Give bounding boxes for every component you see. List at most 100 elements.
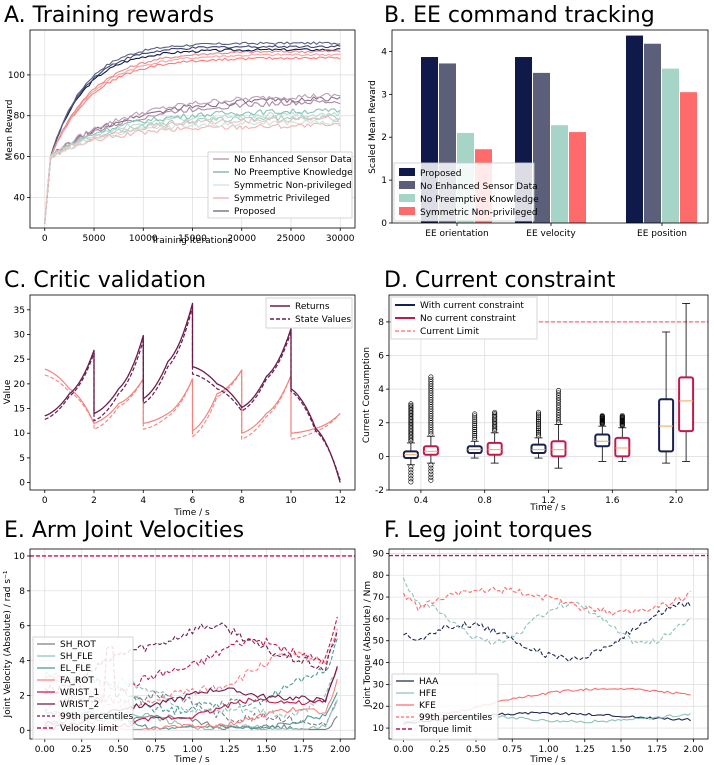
flier-point [535,417,541,423]
flier-point [535,431,541,437]
percentile-line-wrist_1 [44,616,338,704]
flier-point [535,413,541,419]
y-tick-label: 90 [373,549,385,559]
flier-point [472,417,478,423]
x-tick-label: 0.50 [109,745,129,755]
panel-e-arm-velocities: E. Arm Joint Velocities 0.00 0.25 0.50 0.75… [3,518,356,765]
flier-point [535,424,541,430]
panel-d-title: D. Current constraint [384,268,616,293]
legend-swatch-b-no-enhanced [399,181,415,189]
flier-point [428,468,434,474]
flier-point [555,405,561,411]
flier-point [555,395,561,401]
panel-f-ylabel: Joint Torque (Absolute) / Nm [363,581,373,708]
flier-point [428,376,434,382]
flier-point [555,400,561,406]
legend-b-proposed: Proposed [420,169,461,179]
percentile-line-kfe [402,586,691,616]
flier-point [535,420,541,426]
flier-point [472,428,478,434]
category-label: EE position [637,229,687,239]
series-line-symmetric-privileged [44,56,341,222]
y-tick-label: 4 [378,385,384,395]
y-tick-label: 2 [381,133,387,143]
y-tick-label: 3 [381,90,387,100]
flier-point [492,412,498,418]
y-tick-label: 50 [373,637,385,647]
y-tick-label: 15 [14,405,25,415]
legend-b-no-preemptive: No Preemptive Knowledge [420,195,539,205]
flier-point [555,407,561,413]
y-tick-label: 40 [14,193,26,203]
legend-wrist-2: WRIST_2 [60,700,99,710]
box-0-2 [530,443,547,455]
flier-point [555,417,561,423]
x-tick-label: 1.00 [182,745,202,755]
y-tick-label: 20 [14,380,26,390]
flier-point [619,413,625,419]
x-tick-label: 1.75 [293,745,313,755]
legend-fa-rot: FA_ROT [60,676,94,686]
flier-point [472,430,478,436]
x-tick-label: 1.75 [647,745,667,755]
series-line-state-values [44,306,341,481]
x-tick-label: 0 [42,496,48,506]
box-0-4 [658,398,675,453]
panel-d-xlabel: Time / s [529,503,566,513]
panel-d-legend-box [390,296,538,340]
flier-point [472,411,478,417]
legend-hfe: HFE [419,689,437,699]
y-tick-label: 30 [373,680,385,690]
x-tick-label: 1.50 [256,745,276,755]
y-tick-label: 20 [373,702,385,712]
y-tick-label: 0 [378,452,384,462]
flier-point [472,413,478,419]
flier-point [555,412,561,418]
bar-2-3 [680,92,697,223]
x-tick-label: 2.0 [669,496,684,506]
flier-point [555,390,561,396]
flier-point [555,410,561,416]
x-tick-label: 1.2 [541,496,555,506]
panel-c-legend-box [265,297,353,329]
x-tick-label: 10000 [129,234,158,244]
x-tick-label: 2.00 [330,745,350,755]
x-tick-label: 8 [239,496,245,506]
bar-1-2 [551,125,568,223]
y-tick-label: 8 [19,587,25,597]
y-tick-label: 60 [14,153,26,163]
panel-a-xlabel: Training Iterations [150,236,233,246]
flier-point [472,432,478,438]
flier-point [408,479,414,485]
x-tick-label: 0.25 [430,745,450,755]
panel-e-legend-box [32,636,134,740]
series-line-no-preemptive-knowledge [44,108,341,222]
x-tick-label: 2 [91,496,97,506]
panel-c-critic-validation: C. Critic validation 0 2 4 6 8 10 12 0 5 10 15 20 25… [3,268,356,518]
bar-2-2 [662,68,679,223]
legend-swatch-b-no-preemptive [399,194,415,202]
flier-point [408,401,414,407]
x-tick-label: 0.25 [72,745,92,755]
y-tick-label: 10 [373,724,385,734]
panel-c-xlabel: Time / s [173,508,210,518]
panel-a-legend-box [207,151,353,219]
legend-with-constraint: With current constraint [420,301,524,311]
panel-d-current-constraint: D. Current constraint 0.4 0.8 1.2 1.6 2.0 -2 0… [362,268,709,513]
flier-point [428,465,434,471]
panel-a-training-rewards: A. Training rewards 0 5000 10000 15000 20000… [4,3,356,246]
legend-state-values: State Values [295,315,351,325]
panel-a-title: A. Training rewards [4,3,214,28]
legend-haa: HAA [419,677,439,687]
series-line-no-enhanced-sensor-data [44,99,341,221]
flier-point [472,421,478,427]
y-tick-label: 35 [14,306,25,316]
legend-no-preemptive: No Preemptive Knowledge [234,168,353,178]
bar-1-1 [533,72,550,223]
y-tick-label: 0 [19,479,25,489]
x-tick-label: 6 [190,496,196,506]
legend-sh-rot: SH_ROT [60,640,96,650]
bar-1-3 [569,132,586,223]
flier-point [492,411,498,417]
panel-b-legend: Proposed No Enhanced Sensor Data No Pree… [393,162,539,222]
